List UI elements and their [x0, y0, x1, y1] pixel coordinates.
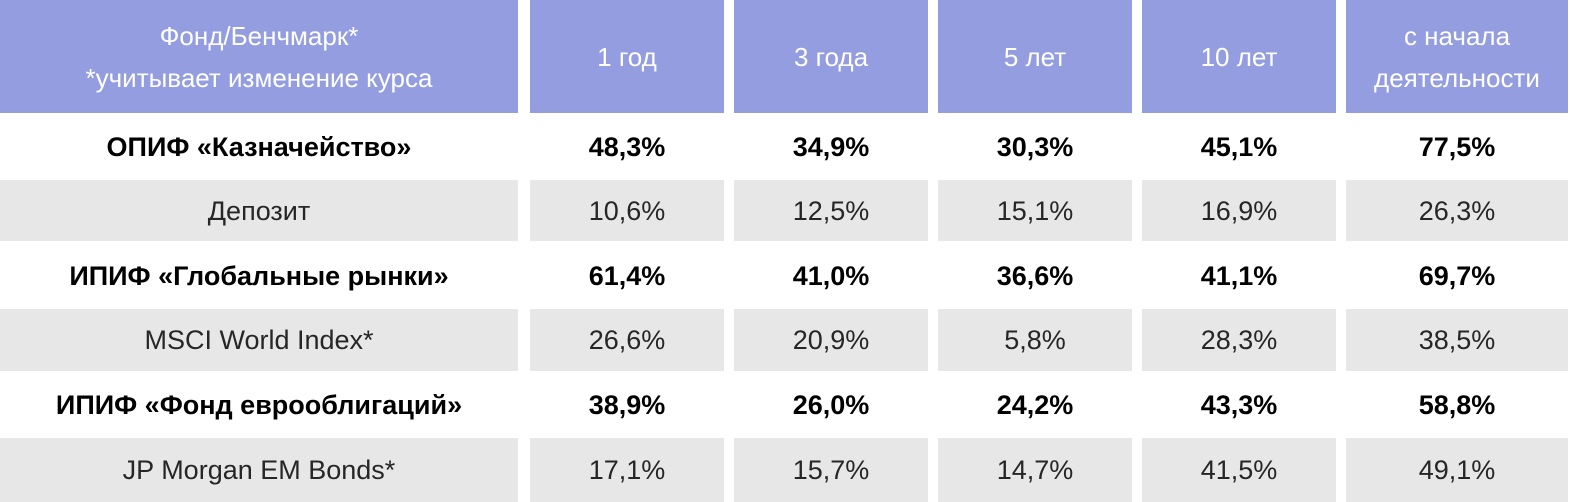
value-cell: 61,4% — [530, 245, 724, 306]
header-10-years: 10 лет — [1142, 0, 1336, 113]
header-since-inception-line1: с начала — [1403, 20, 1511, 51]
value-1-year: 10,6% — [588, 195, 666, 226]
row-name: ИПИФ «Фонд еврооблигаций» — [55, 389, 463, 420]
header-10-years-label: 10 лет — [1200, 41, 1278, 72]
row-name: ОПИФ «Казначейство» — [106, 131, 412, 162]
value-cell: 26,6% — [530, 309, 724, 371]
value-3-years: 34,9% — [792, 131, 870, 162]
value-10-years: 43,3% — [1200, 389, 1278, 420]
value-cell: 26,0% — [734, 374, 928, 435]
value-10-years: 28,3% — [1200, 325, 1278, 355]
row-name-cell: ИПИФ «Глобальные рынки» — [0, 245, 518, 306]
value-1-year: 61,4% — [588, 260, 666, 291]
value-1-year: 26,6% — [588, 325, 666, 355]
value-cell: 28,3% — [1142, 309, 1336, 371]
value-3-years: 15,7% — [792, 455, 870, 485]
value-cell: 15,7% — [734, 438, 928, 502]
value-cell: 26,3% — [1346, 180, 1568, 241]
value-cell: 36,6% — [938, 245, 1132, 306]
header-fund-benchmark: Фонд/Бенчмарк* *учитывает изменение курс… — [0, 0, 518, 113]
value-cell: 41,0% — [734, 245, 928, 306]
row-name: MSCI World Index* — [144, 325, 374, 355]
header-since-inception-line2: деятельности — [1374, 62, 1540, 93]
value-cell: 34,9% — [734, 116, 928, 177]
value-since-inception: 58,8% — [1418, 389, 1496, 420]
header-since-inception: с начала деятельности — [1346, 0, 1568, 113]
value-3-years: 12,5% — [792, 195, 870, 226]
value-cell: 14,7% — [938, 438, 1132, 502]
row-name: ИПИФ «Глобальные рынки» — [69, 260, 449, 291]
value-since-inception: 38,5% — [1418, 325, 1496, 355]
value-cell: 38,5% — [1346, 309, 1568, 371]
value-cell: 15,1% — [938, 180, 1132, 241]
header-1-year: 1 год — [530, 0, 724, 113]
header-fund-benchmark-line1: Фонд/Бенчмарк* — [159, 20, 359, 51]
header-3-years: 3 года — [734, 0, 928, 113]
value-cell: 12,5% — [734, 180, 928, 241]
header-3-years-label: 3 года — [793, 41, 869, 72]
header-5-years-label: 5 лет — [1003, 41, 1067, 72]
value-cell: 77,5% — [1346, 116, 1568, 177]
value-5-years: 5,8% — [1004, 325, 1066, 355]
value-cell: 24,2% — [938, 374, 1132, 435]
value-1-year: 38,9% — [588, 389, 666, 420]
header-1-year-label: 1 год — [597, 41, 657, 72]
header-fund-benchmark-line2: *учитывает изменение курса — [85, 62, 433, 93]
row-name-cell: JP Morgan EM Bonds* — [0, 438, 518, 502]
value-since-inception: 49,1% — [1418, 455, 1496, 485]
value-cell: 69,7% — [1346, 245, 1568, 306]
value-cell: 17,1% — [530, 438, 724, 502]
value-cell: 48,3% — [530, 116, 724, 177]
value-1-year: 48,3% — [588, 131, 666, 162]
value-10-years: 16,9% — [1200, 195, 1278, 226]
value-10-years: 41,5% — [1200, 455, 1278, 485]
value-cell: 45,1% — [1142, 116, 1336, 177]
value-cell: 16,9% — [1142, 180, 1336, 241]
value-cell: 10,6% — [530, 180, 724, 241]
value-cell: 43,3% — [1142, 374, 1336, 435]
row-name: Депозит — [207, 195, 311, 226]
value-3-years: 20,9% — [792, 325, 870, 355]
value-cell: 38,9% — [530, 374, 724, 435]
value-cell: 5,8% — [938, 309, 1132, 371]
value-since-inception: 69,7% — [1418, 260, 1496, 291]
value-since-inception: 26,3% — [1418, 195, 1496, 226]
value-3-years: 26,0% — [792, 389, 870, 420]
value-cell: 49,1% — [1346, 438, 1568, 502]
value-5-years: 30,3% — [996, 131, 1074, 162]
header-5-years: 5 лет — [938, 0, 1132, 113]
row-name-cell: ИПИФ «Фонд еврооблигаций» — [0, 374, 518, 435]
row-name-cell: MSCI World Index* — [0, 309, 518, 371]
value-cell: 20,9% — [734, 309, 928, 371]
row-name: JP Morgan EM Bonds* — [122, 455, 396, 485]
value-10-years: 41,1% — [1200, 260, 1278, 291]
value-3-years: 41,0% — [792, 260, 870, 291]
value-1-year: 17,1% — [588, 455, 666, 485]
value-5-years: 15,1% — [996, 195, 1074, 226]
value-5-years: 36,6% — [996, 260, 1074, 291]
value-10-years: 45,1% — [1200, 131, 1278, 162]
value-5-years: 24,2% — [996, 389, 1074, 420]
value-5-years: 14,7% — [996, 455, 1074, 485]
value-cell: 30,3% — [938, 116, 1132, 177]
row-name-cell: ОПИФ «Казначейство» — [0, 116, 518, 177]
row-name-cell: Депозит — [0, 180, 518, 241]
value-since-inception: 77,5% — [1418, 131, 1496, 162]
value-cell: 41,1% — [1142, 245, 1336, 306]
value-cell: 41,5% — [1142, 438, 1336, 502]
value-cell: 58,8% — [1346, 374, 1568, 435]
